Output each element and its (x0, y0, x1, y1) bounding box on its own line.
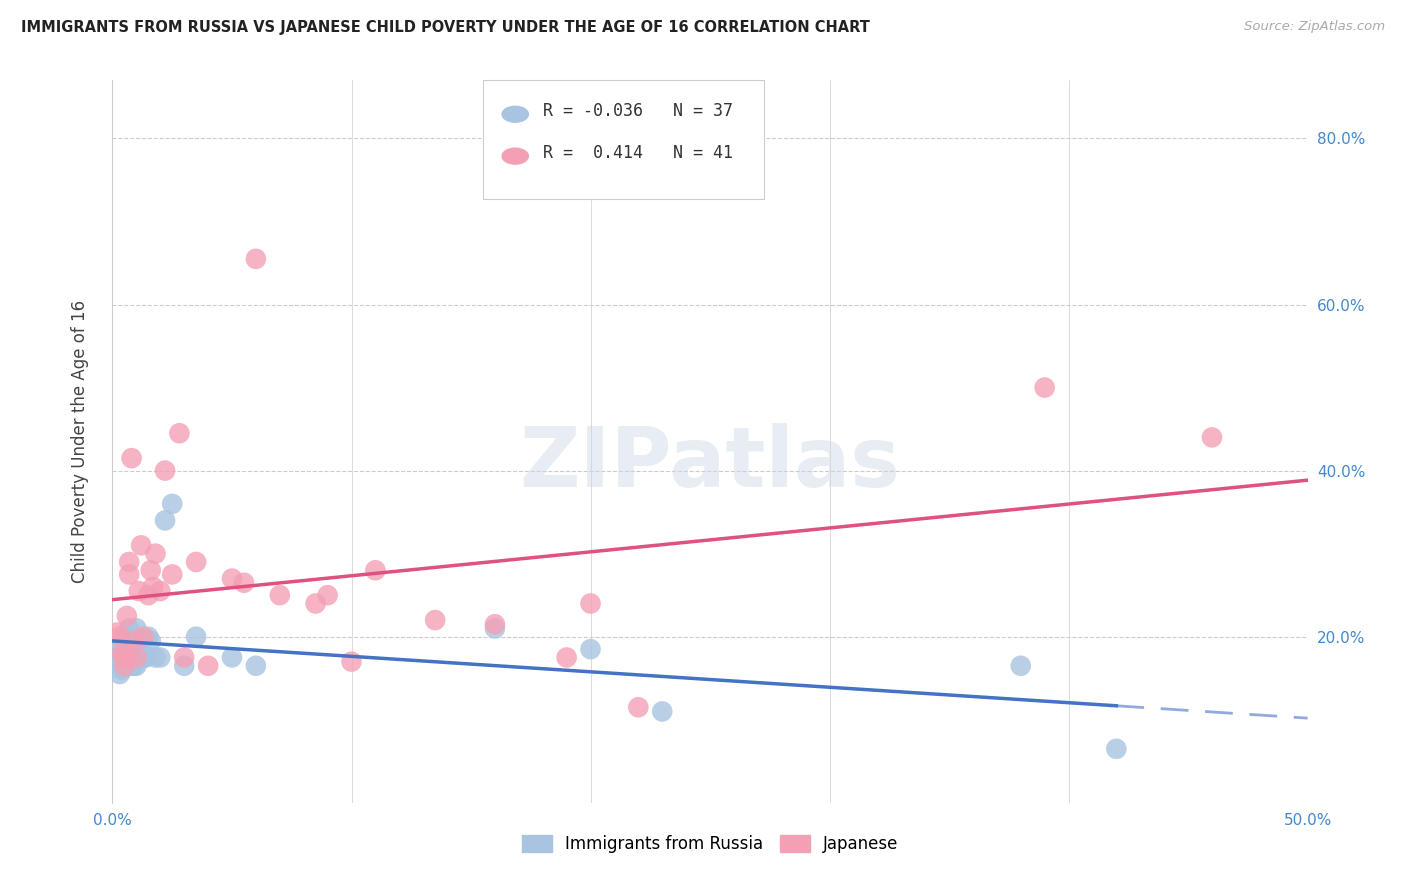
Point (1010, 658, 1032, 673)
Point (186, 555, 208, 569)
Point (132, 630, 155, 644)
Point (425, 613, 447, 627)
Point (122, 658, 145, 673)
Point (138, 588, 160, 602)
Point (111, 663, 134, 677)
Point (115, 650, 138, 665)
Point (340, 655, 363, 669)
Point (128, 633, 150, 648)
Point (173, 650, 195, 665)
Point (145, 547, 167, 561)
Point (129, 642, 152, 657)
Point (149, 584, 172, 599)
FancyBboxPatch shape (484, 80, 763, 200)
Point (245, 252, 267, 266)
Point (153, 464, 176, 478)
Point (221, 572, 243, 586)
Point (186, 630, 208, 644)
Point (118, 555, 141, 569)
Point (125, 658, 148, 673)
Point (121, 451, 143, 466)
Point (162, 567, 183, 582)
Point (555, 650, 578, 665)
Point (105, 625, 128, 640)
Text: Source: ZipAtlas.com: Source: ZipAtlas.com (1244, 20, 1385, 33)
Point (122, 633, 145, 648)
Text: IMMIGRANTS FROM RUSSIA VS JAPANESE CHILD POVERTY UNDER THE AGE OF 16 CORRELATION: IMMIGRANTS FROM RUSSIA VS JAPANESE CHILD… (21, 20, 870, 35)
Point (108, 642, 131, 657)
Point (132, 650, 155, 665)
Point (169, 426, 191, 441)
Point (245, 658, 267, 673)
Point (122, 633, 145, 648)
Point (118, 621, 141, 635)
Point (114, 633, 135, 648)
Point (364, 563, 387, 577)
Point (125, 621, 148, 635)
Legend: Immigrants from Russia, Japanese: Immigrants from Russia, Japanese (515, 828, 905, 860)
Point (129, 538, 152, 552)
Point (153, 513, 176, 527)
Point (221, 650, 243, 665)
Point (114, 650, 135, 665)
Point (305, 597, 328, 611)
Point (1105, 741, 1128, 756)
Circle shape (502, 106, 529, 122)
Point (139, 633, 162, 648)
Point (149, 650, 172, 665)
Point (627, 700, 650, 714)
Point (233, 575, 256, 590)
Point (105, 650, 128, 665)
Text: R =  0.414   N = 41: R = 0.414 N = 41 (543, 144, 733, 161)
Point (173, 658, 195, 673)
Point (1033, 380, 1056, 394)
Text: R = -0.036   N = 37: R = -0.036 N = 37 (543, 102, 733, 120)
Point (145, 650, 167, 665)
Point (579, 642, 602, 657)
Point (111, 646, 134, 660)
Circle shape (502, 148, 529, 164)
Point (269, 588, 291, 602)
Point (114, 650, 135, 665)
Point (121, 638, 143, 652)
Point (108, 630, 131, 644)
Point (114, 658, 135, 673)
Point (111, 650, 134, 665)
Point (139, 563, 162, 577)
Point (138, 630, 160, 644)
Point (316, 588, 339, 602)
Point (121, 658, 143, 673)
Point (197, 658, 219, 673)
Point (579, 597, 602, 611)
Point (118, 633, 141, 648)
Point (108, 667, 131, 681)
Point (115, 609, 138, 624)
Y-axis label: Child Poverty Under the Age of 16: Child Poverty Under the Age of 16 (70, 300, 89, 583)
Point (142, 580, 165, 594)
Point (1201, 430, 1223, 444)
Point (118, 567, 141, 582)
Point (651, 705, 673, 719)
Point (484, 621, 506, 635)
Point (484, 617, 506, 632)
Point (125, 650, 148, 665)
Point (162, 497, 183, 511)
Point (115, 630, 138, 644)
Point (114, 658, 135, 673)
Point (115, 650, 138, 665)
Text: ZIPatlas: ZIPatlas (520, 423, 900, 504)
Point (135, 650, 157, 665)
Point (128, 584, 150, 599)
